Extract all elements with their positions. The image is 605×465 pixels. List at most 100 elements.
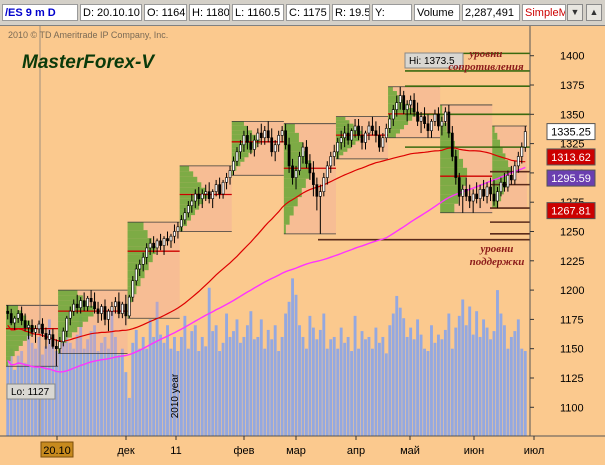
candle-body (120, 303, 124, 314)
profile-row (127, 254, 153, 263)
candle-body (301, 146, 305, 157)
candle-body (270, 137, 274, 153)
profile-row (283, 178, 306, 188)
volume-bar (506, 348, 510, 465)
candle-body (430, 121, 433, 132)
candle-body (318, 191, 322, 197)
volume-bar (232, 331, 235, 465)
profile-row (335, 130, 362, 135)
price-label-box (546, 123, 596, 141)
y-tick-label: 1250 (560, 227, 584, 239)
volume-bar (367, 336, 371, 465)
candle-body (332, 151, 336, 157)
volume-bar (280, 336, 284, 465)
volume-bar (72, 348, 76, 465)
price-label-text: 1313.62 (551, 152, 591, 164)
candle-body (280, 130, 284, 136)
high-field: H: 1180 (189, 4, 230, 21)
candle-body (346, 132, 350, 141)
volume-bar (221, 342, 225, 465)
volume-bar (409, 327, 413, 465)
profile-row (58, 300, 89, 306)
volume-bar (166, 325, 169, 465)
volume-bar (96, 351, 100, 465)
volume-bar (485, 327, 489, 465)
volume-bar (520, 348, 524, 465)
volume-bar (381, 336, 385, 465)
candle-body (454, 156, 458, 178)
hi-label: Hi: 1373.5 (404, 52, 464, 69)
candle-body (291, 165, 294, 178)
range-field: R: 19.5 (332, 4, 370, 21)
volume-bar (113, 336, 117, 465)
profile-row (388, 129, 400, 134)
profile-row (388, 86, 393, 92)
volume-bar (225, 313, 228, 465)
annotation-line: поддержки (470, 256, 525, 268)
profile-row (231, 130, 253, 135)
candle-body (440, 121, 444, 127)
candle-body (520, 146, 524, 157)
indicator-field[interactable]: SimpleMovi... (522, 4, 566, 21)
candle-body (447, 111, 451, 134)
profile-row (179, 182, 202, 188)
volume-bar (162, 342, 166, 465)
y-tick-label: 1225 (560, 256, 584, 268)
annotation-line: уровни (479, 243, 514, 255)
volume-bar (509, 336, 513, 465)
volume-bar (179, 336, 183, 465)
volume-bar (322, 313, 326, 465)
candle-body (312, 172, 315, 185)
candle-body (294, 170, 298, 178)
profile-row (492, 167, 511, 174)
candle-body (138, 264, 142, 270)
profile-row (283, 187, 302, 198)
chevron-down-icon[interactable]: ▼ (567, 4, 583, 21)
candle-body (89, 297, 93, 303)
volume-bar (145, 348, 149, 465)
volume-bar (58, 327, 62, 465)
candle-body (68, 310, 72, 319)
volume-bar (457, 315, 461, 465)
profile-row (127, 246, 156, 255)
profile-row (6, 356, 11, 362)
candle-body (82, 300, 86, 307)
low-field: L: 1160.5 (232, 4, 284, 21)
collapse-icon[interactable]: ▲ (586, 4, 602, 21)
volume-bar (131, 342, 135, 465)
resistance-annotation: уровни сопротивления (448, 48, 524, 73)
volume-bar (461, 299, 465, 465)
profile-row (440, 140, 455, 150)
profile-row (440, 131, 451, 141)
volume-bar (377, 342, 381, 465)
annotation-line: сопротивления (448, 61, 524, 73)
candle-body (200, 193, 204, 199)
candle-body (169, 235, 173, 242)
profile-row (440, 104, 443, 114)
volume-bar (86, 339, 90, 465)
profile-row (283, 123, 295, 133)
volume-bar (6, 360, 10, 465)
brand-title: MasterForex-V (22, 52, 155, 73)
volume-bar (426, 351, 430, 465)
volume-bar (489, 339, 492, 465)
volume-bar (186, 348, 190, 465)
volume-bar (357, 348, 360, 465)
profile-row (58, 316, 89, 322)
profile-row (127, 238, 152, 247)
candle-body (353, 125, 357, 132)
profile-row (6, 320, 31, 326)
symbol-field[interactable]: /ES 9 m D (2, 4, 78, 21)
candle-body (176, 226, 180, 232)
candle-body (468, 196, 472, 202)
volume-bar (416, 319, 420, 465)
support-annotation: уровни поддержки (470, 243, 525, 268)
profile-row (58, 311, 94, 317)
candle-body (180, 219, 183, 228)
volume-bar (305, 348, 308, 465)
volume-bar (173, 336, 176, 465)
volume-bar (93, 325, 97, 465)
lo-label: Lo: 1127 (6, 383, 56, 400)
sma-slow-line (7, 166, 526, 373)
volume-bar (148, 319, 152, 465)
